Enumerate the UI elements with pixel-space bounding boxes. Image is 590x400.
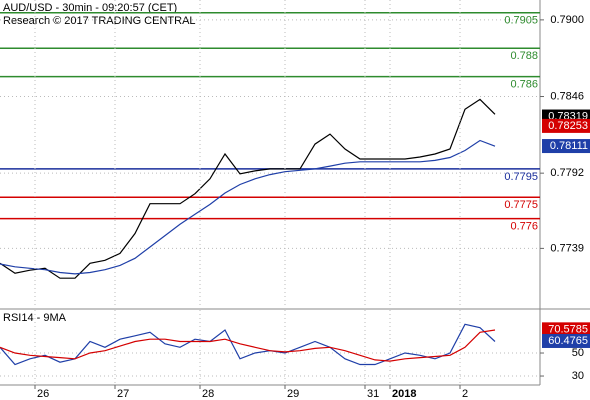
level-label: 0.788 xyxy=(510,50,538,62)
value-box xyxy=(542,139,590,154)
level-label: 0.7905 xyxy=(504,15,538,27)
x-tick-label: 29 xyxy=(287,388,299,400)
y-tick-label: 0.7792 xyxy=(550,167,584,179)
y-tick-label: 0.7739 xyxy=(550,242,584,254)
value-box xyxy=(542,333,590,348)
y-tick-label: 30 xyxy=(572,370,584,382)
level-label: 0.7795 xyxy=(504,171,538,183)
series-line xyxy=(0,98,496,279)
y-tick-label: 50 xyxy=(572,347,584,359)
series-line xyxy=(0,329,496,362)
chart-title: AUD/USD - 30min - 09:20:57 (CET) xyxy=(3,2,177,14)
value-box xyxy=(542,118,590,133)
value-box xyxy=(542,322,590,337)
x-tick-label: 2018 xyxy=(392,388,416,400)
x-tick-label: 28 xyxy=(202,388,214,400)
series-line xyxy=(0,139,496,275)
x-tick-label: 27 xyxy=(117,388,129,400)
level-label: 0.786 xyxy=(510,79,538,91)
level-label: 0.7775 xyxy=(504,199,538,211)
value-label: 0.78253 xyxy=(548,120,588,132)
x-tick-label: 26 xyxy=(37,388,49,400)
y-tick-label: 0.7846 xyxy=(550,90,584,102)
x-tick-label: 2 xyxy=(462,388,468,400)
value-label: 60.4765 xyxy=(548,335,588,347)
value-label: 70.5785 xyxy=(548,323,588,335)
chart-subtitle: Research © 2017 TRADING CENTRAL xyxy=(3,15,196,27)
level-label: 0.776 xyxy=(510,220,538,232)
x-tick-label: 31 xyxy=(367,388,379,400)
series-line xyxy=(0,323,496,366)
y-tick-label: 0.7900 xyxy=(550,14,584,26)
panel-title: RSI14 - 9MA xyxy=(3,312,67,324)
value-label: 0.78111 xyxy=(550,140,588,152)
